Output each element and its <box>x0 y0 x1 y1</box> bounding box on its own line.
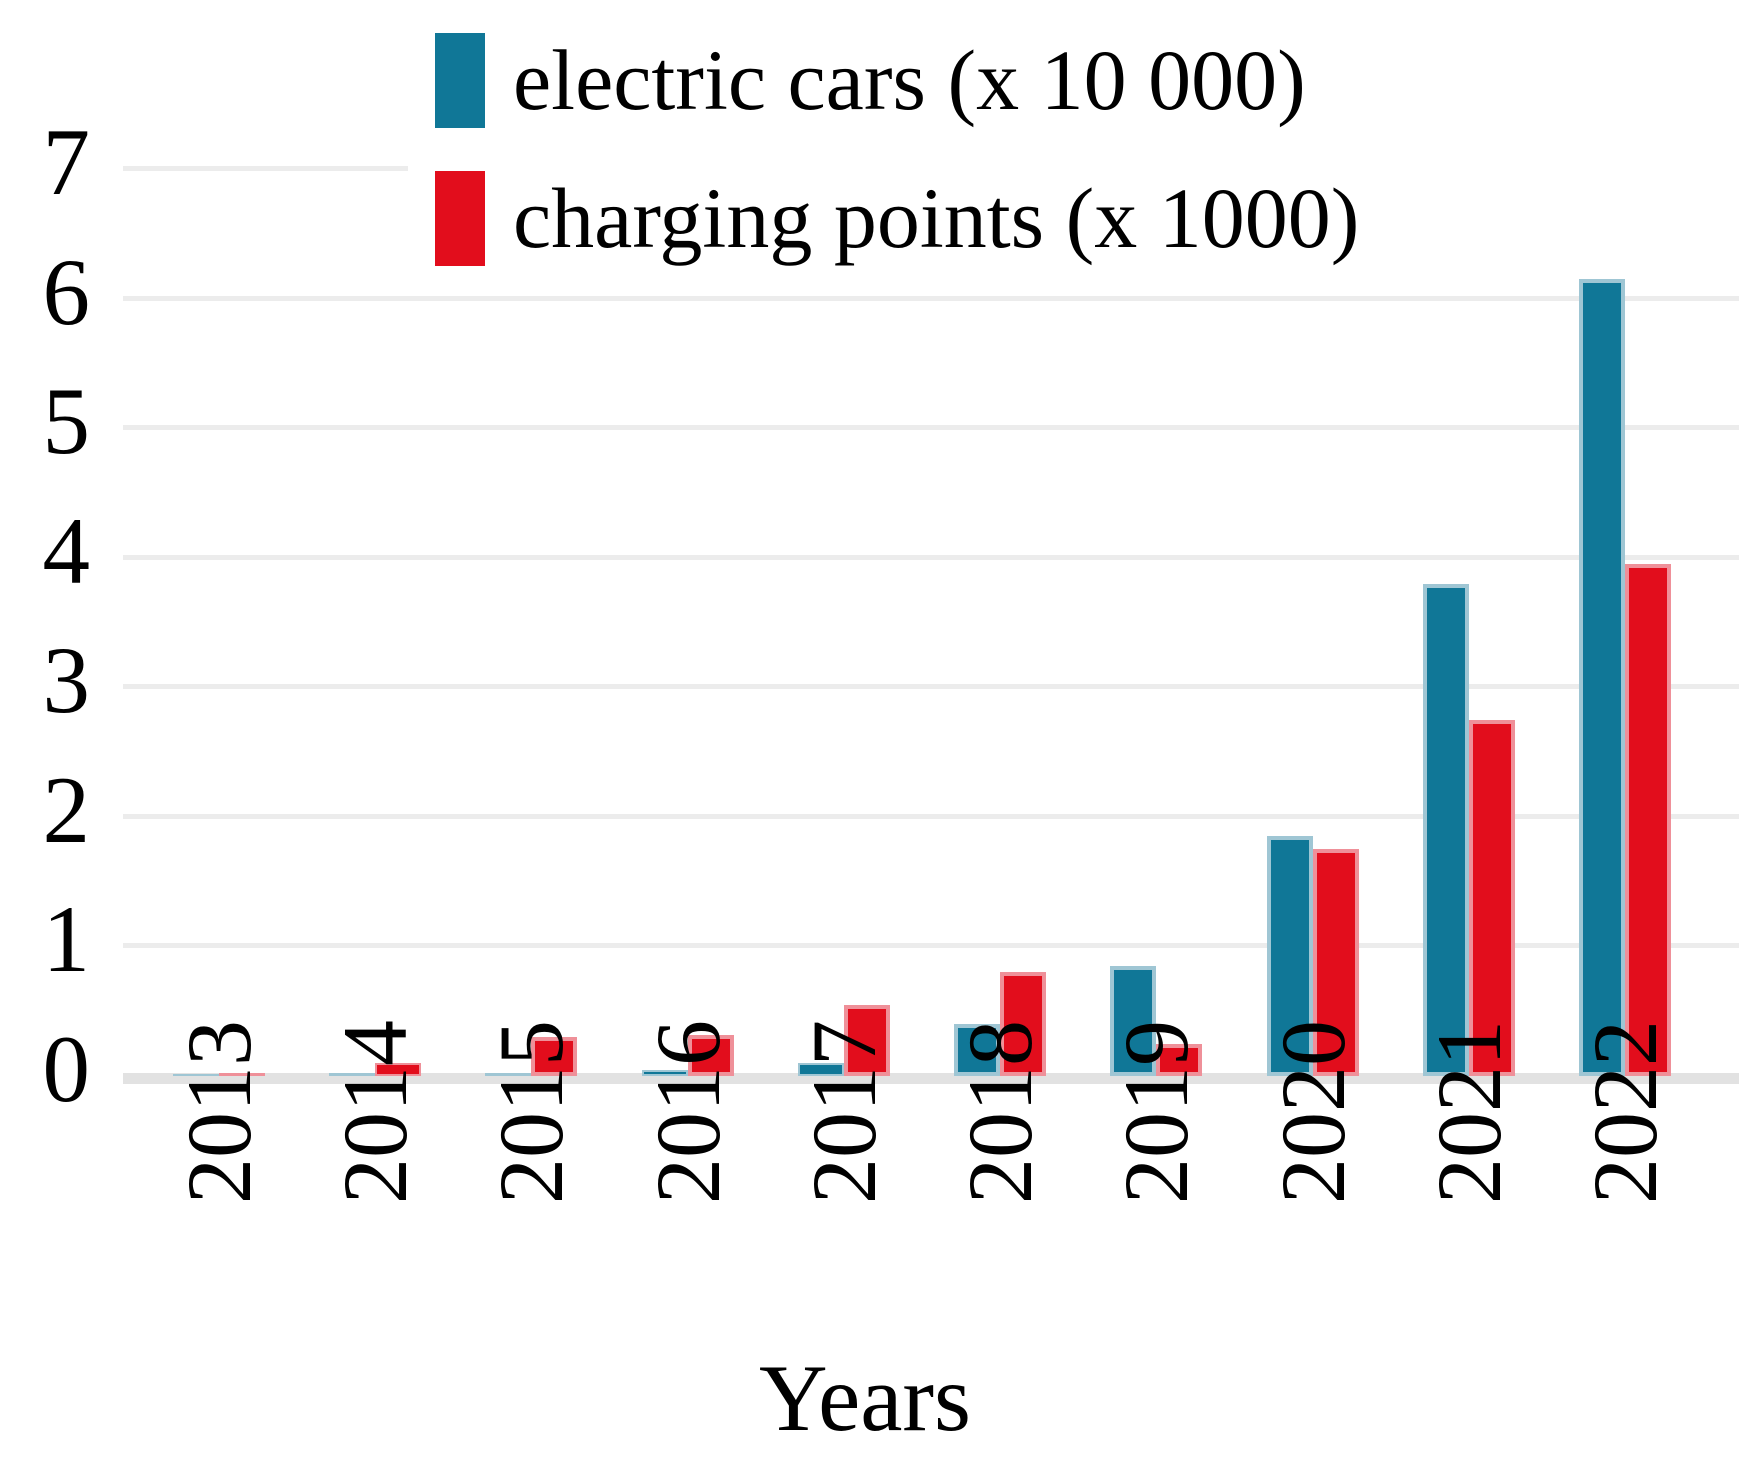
y-tick-label-3: 3 <box>42 627 91 733</box>
gridline-y5 <box>123 425 1739 431</box>
gridline-y6 <box>123 295 1739 301</box>
x-tick-label-2014: 2014 <box>324 1020 426 1204</box>
gridline-y3 <box>123 684 1739 690</box>
y-tick-label-7: 7 <box>42 109 91 215</box>
x-tick-label-2022: 2022 <box>1574 1020 1676 1204</box>
bar-electric-cars-2019 <box>1110 966 1156 1076</box>
bar-charging-points-2020 <box>1313 849 1359 1076</box>
x-tick-label-2019: 2019 <box>1105 1020 1207 1204</box>
x-tick-label-2015: 2015 <box>480 1020 582 1204</box>
x-axis-title: Years <box>758 1345 972 1451</box>
bar-charging-points-2022 <box>1625 564 1671 1076</box>
x-tick-label-2017: 2017 <box>793 1020 895 1204</box>
gridline-y4 <box>123 554 1739 560</box>
gridline-y1 <box>123 943 1739 949</box>
y-tick-label-1: 1 <box>42 886 91 992</box>
y-tick-label-0: 0 <box>42 1016 91 1122</box>
bar-charging-points-2018 <box>1000 972 1046 1076</box>
legend-swatch-charging-points <box>435 170 485 266</box>
x-tick-label-2013: 2013 <box>168 1020 270 1204</box>
bar-charging-points-2015 <box>531 1037 577 1076</box>
bar-electric-cars-2022 <box>1579 279 1625 1076</box>
legend-item-electric-cars: electric cars (x 10 000) <box>408 30 1306 130</box>
bar-electric-cars-2020 <box>1267 836 1313 1076</box>
bar-electric-cars-2014 <box>329 1073 375 1076</box>
y-tick-label-4: 4 <box>42 498 91 604</box>
bar-charging-points-2021 <box>1469 720 1515 1076</box>
x-tick-label-2020: 2020 <box>1262 1020 1364 1204</box>
legend-label-charging-points: charging points (x 1000) <box>513 170 1360 266</box>
bar-charging-points-2014 <box>375 1063 421 1076</box>
bar-charging-points-2017 <box>844 1005 890 1076</box>
gridline-y2 <box>123 813 1739 819</box>
legend: electric cars (x 10 000) charging points… <box>408 0 1739 285</box>
bar-electric-cars-2021 <box>1423 584 1469 1076</box>
bar-charging-points-2013 <box>219 1073 265 1076</box>
bar-charging-points-2019 <box>1156 1044 1202 1076</box>
bar-electric-cars-2016 <box>642 1070 688 1076</box>
bar-electric-cars-2017 <box>798 1063 844 1076</box>
bar-electric-cars-2013 <box>173 1074 219 1076</box>
legend-swatch-electric-cars <box>435 32 485 128</box>
y-tick-label-2: 2 <box>42 757 91 863</box>
x-tick-label-2016: 2016 <box>637 1020 739 1204</box>
legend-label-electric-cars: electric cars (x 10 000) <box>513 32 1306 128</box>
y-tick-label-5: 5 <box>42 368 91 474</box>
y-tick-label-6: 6 <box>42 239 91 345</box>
x-tick-label-2018: 2018 <box>949 1020 1051 1204</box>
x-tick-label-2021: 2021 <box>1418 1020 1520 1204</box>
legend-item-charging-points: charging points (x 1000) <box>408 168 1359 268</box>
x-axis-baseline <box>123 1073 1739 1084</box>
bar-electric-cars-2015 <box>485 1073 531 1076</box>
bar-electric-cars-2018 <box>954 1024 1000 1076</box>
bar-charging-points-2016 <box>688 1035 734 1076</box>
